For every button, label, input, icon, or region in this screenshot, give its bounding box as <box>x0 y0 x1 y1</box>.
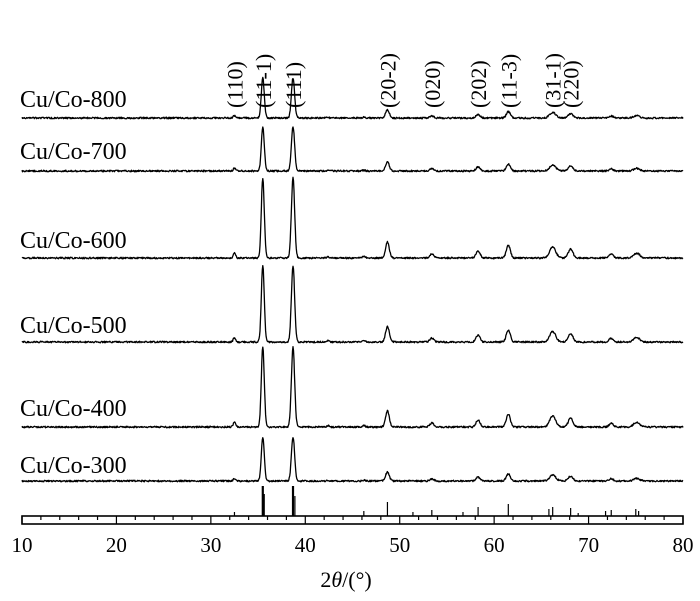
xrd-trace-Cu/Co-600 <box>21 176 684 260</box>
peak-label: (11-3) <box>496 54 521 108</box>
x-tick-label: 60 <box>484 533 505 557</box>
peak-labels-group: (110) (11-1) (111) (20-2) (020) (202) (11-3) (3… <box>223 53 584 108</box>
x-tick-label: 10 <box>12 533 33 557</box>
xrd-trace-Cu/Co-400 <box>21 346 684 429</box>
peak-label: (11-1) <box>251 54 276 108</box>
series-label: Cu/Co-300 <box>20 453 127 479</box>
peak-label: (020) <box>420 60 445 108</box>
xrd-trace-Cu/Co-700 <box>21 126 684 173</box>
peak-label: (111) <box>281 62 306 108</box>
peak-label: (202) <box>466 60 491 108</box>
reference-pattern <box>233 486 640 516</box>
traces-group <box>21 76 684 483</box>
series-label: Cu/Co-400 <box>20 396 127 422</box>
series-label: Cu/Co-700 <box>20 139 127 165</box>
series-label: Cu/Co-500 <box>20 313 127 339</box>
x-tick-label: 50 <box>389 533 410 557</box>
x-axis: 10 20 30 40 50 60 70 80 <box>12 515 694 557</box>
peak-label: (20-2) <box>375 53 400 108</box>
x-tick-label: 20 <box>106 533 127 557</box>
x-tick-label: 80 <box>673 533 694 557</box>
series-labels-group: Cu/Co-800 Cu/Co-700 Cu/Co-600 Cu/Co-500 Cu/C… <box>20 87 127 479</box>
peak-label: (220) <box>559 60 584 108</box>
series-label: Cu/Co-800 <box>20 87 127 113</box>
series-label: Cu/Co-600 <box>20 228 127 254</box>
x-tick-label: 40 <box>295 533 316 557</box>
xrd-trace-Cu/Co-800 <box>21 76 684 120</box>
x-tick-label: 70 <box>578 533 599 557</box>
x-axis-frame <box>21 515 684 525</box>
xrd-trace-Cu/Co-300 <box>21 437 684 483</box>
xrd-trace-Cu/Co-500 <box>21 264 684 344</box>
x-axis-title: 2θ/(°) <box>320 567 371 592</box>
peak-label: (31-1) <box>541 53 566 108</box>
peak-label: (110) <box>223 61 248 108</box>
x-tick-label: 30 <box>200 533 221 557</box>
